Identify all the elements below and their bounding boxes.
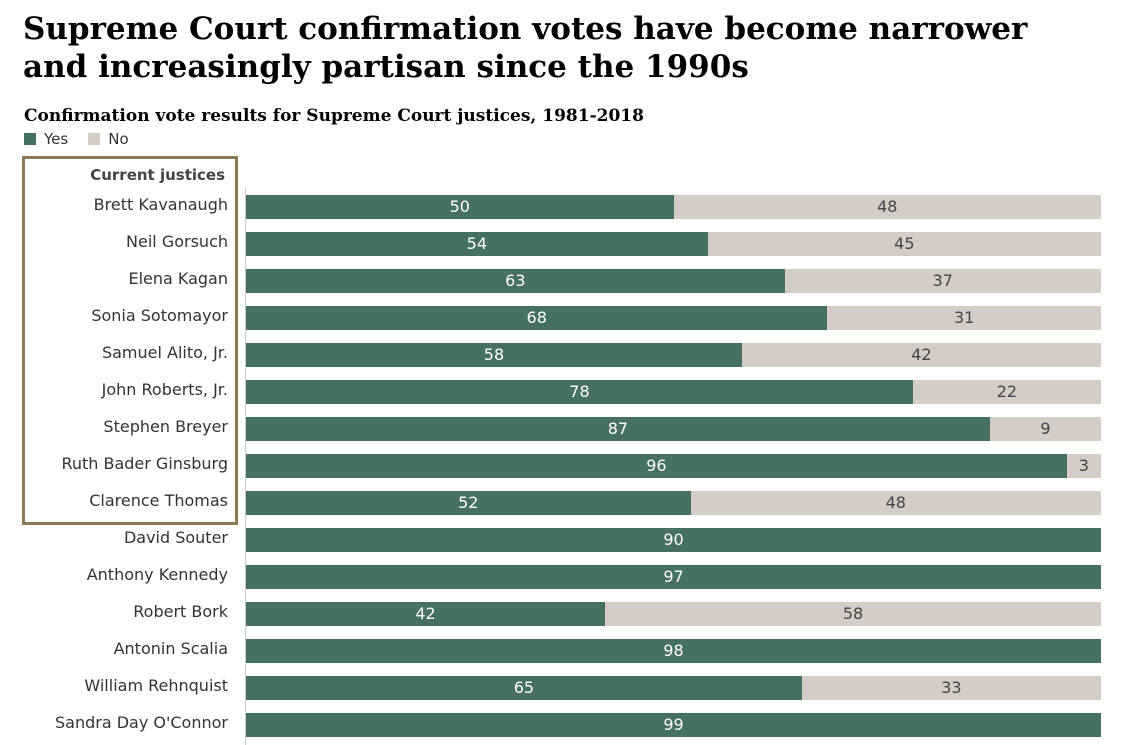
data-label-no: 3 (1078, 456, 1089, 475)
category-label: David Souter (123, 528, 228, 547)
bar-row: William Rehnquist 65 33 (0, 669, 1129, 706)
category-label: Ruth Bader Ginsburg (61, 454, 228, 473)
bar-row: David Souter 90 (0, 521, 1129, 558)
data-label-no: 48 (877, 197, 898, 216)
bar-yes (246, 454, 1067, 478)
bar-row: Stephen Breyer 87 9 (0, 410, 1129, 447)
category-label: Neil Gorsuch (126, 232, 228, 251)
data-label-yes: 54 (466, 234, 488, 253)
legend-swatch-no (88, 133, 101, 145)
axis-baseline (245, 188, 246, 745)
bar-yes (246, 195, 674, 219)
bar-no (827, 306, 1101, 330)
data-label-no: 31 (954, 308, 975, 327)
bar-row: Anthony Kennedy 97 (0, 558, 1129, 595)
legend-item-yes: Yes (24, 130, 68, 148)
bar-no (912, 380, 1101, 404)
data-label-no: 58 (842, 604, 864, 623)
category-label: Anthony Kennedy (86, 565, 228, 584)
chart-title-line-2: and increasingly partisan since the 1990… (23, 49, 749, 85)
data-label-yes: 58 (483, 345, 505, 364)
data-label-no: 22 (996, 382, 1018, 401)
bar-no (1066, 454, 1101, 478)
data-label-no: 42 (911, 345, 932, 364)
legend-item-no: No (88, 130, 129, 148)
data-label-yes: 52 (458, 493, 479, 512)
current-justices-label: Current justices (90, 166, 225, 184)
data-label-yes: 65 (513, 678, 535, 697)
data-label-yes: 68 (526, 308, 547, 327)
chart-title: Supreme Court confirmation votes have be… (23, 10, 1113, 86)
bar-row: Brett Kavanaugh 50 48 (0, 188, 1129, 225)
bar-row: Ruth Bader Ginsburg 96 3 (0, 447, 1129, 484)
bar-no (801, 676, 1101, 700)
data-label-yes: 42 (415, 604, 436, 623)
bar-row: Elena Kagan 63 37 (0, 262, 1129, 299)
data-label-no: 9 (1040, 419, 1051, 438)
bar-row: Samuel Alito, Jr. 58 42 (0, 336, 1129, 373)
category-label: Antonin Scalia (113, 639, 228, 658)
bar-no (741, 343, 1101, 367)
bar-no (690, 491, 1101, 515)
bar-no (989, 417, 1101, 441)
bar-row: Sonia Sotomayor 68 31 (0, 299, 1129, 336)
data-label-no: 37 (932, 271, 953, 290)
bar-row: Robert Bork 42 58 (0, 595, 1129, 632)
bar-row: John Roberts, Jr. 78 22 (0, 373, 1129, 410)
bar-row: Antonin Scalia 98 (0, 632, 1129, 669)
data-label-yes: 96 (646, 456, 667, 475)
category-label: Samuel Alito, Jr. (101, 343, 228, 362)
bar-yes (246, 639, 1101, 663)
current-justices-box: Current justices (22, 156, 238, 525)
bar-row: Sandra Day O'Connor 99 (0, 706, 1129, 743)
data-label-no: 45 (894, 234, 915, 253)
data-label-yes: 98 (663, 641, 684, 660)
data-label-no: 48 (885, 493, 906, 512)
bar-row: Neil Gorsuch 54 45 (0, 225, 1129, 262)
bar-yes (246, 380, 913, 404)
category-label: Stephen Breyer (103, 417, 228, 436)
category-label: Robert Bork (133, 602, 228, 621)
bar-yes (246, 269, 785, 293)
bar-yes (246, 528, 1101, 552)
bar-yes (246, 232, 708, 256)
data-label-no: 33 (941, 678, 962, 697)
category-label: Clarence Thomas (89, 491, 228, 510)
legend: Yes No (24, 130, 149, 148)
data-label-yes: 90 (663, 530, 684, 549)
data-label-yes: 99 (663, 715, 684, 734)
bar-yes (246, 713, 1101, 737)
bar-no (605, 602, 1101, 626)
bar-no (673, 195, 1101, 219)
bar-yes (246, 676, 802, 700)
category-label: Brett Kavanaugh (93, 195, 228, 214)
category-label: Elena Kagan (128, 269, 228, 288)
data-label-yes: 78 (569, 382, 590, 401)
data-label-yes: 63 (505, 271, 526, 290)
data-label-yes: 50 (449, 197, 470, 216)
bar-yes (246, 417, 990, 441)
data-label-yes: 97 (663, 567, 684, 586)
bar-no (784, 269, 1101, 293)
data-label-yes: 87 (607, 419, 629, 438)
category-label: Sonia Sotomayor (91, 306, 228, 325)
legend-label-no: No (108, 130, 129, 148)
legend-label-yes: Yes (44, 130, 69, 148)
bar-yes (246, 491, 691, 515)
bar-yes (246, 565, 1101, 589)
legend-swatch-yes (24, 133, 36, 145)
chart-subtitle: Confirmation vote results for Supreme Co… (24, 106, 644, 126)
bar-row: Clarence Thomas 52 48 (0, 484, 1129, 521)
chart-title-line-1: Supreme Court confirmation votes have be… (23, 11, 1028, 47)
bar-yes (246, 343, 742, 367)
bar-no (707, 232, 1101, 256)
bar-yes (246, 306, 828, 330)
category-label: John Roberts, Jr. (101, 380, 228, 399)
category-label: William Rehnquist (84, 676, 228, 695)
category-label: Sandra Day O'Connor (54, 713, 228, 732)
bar-yes (246, 602, 606, 626)
